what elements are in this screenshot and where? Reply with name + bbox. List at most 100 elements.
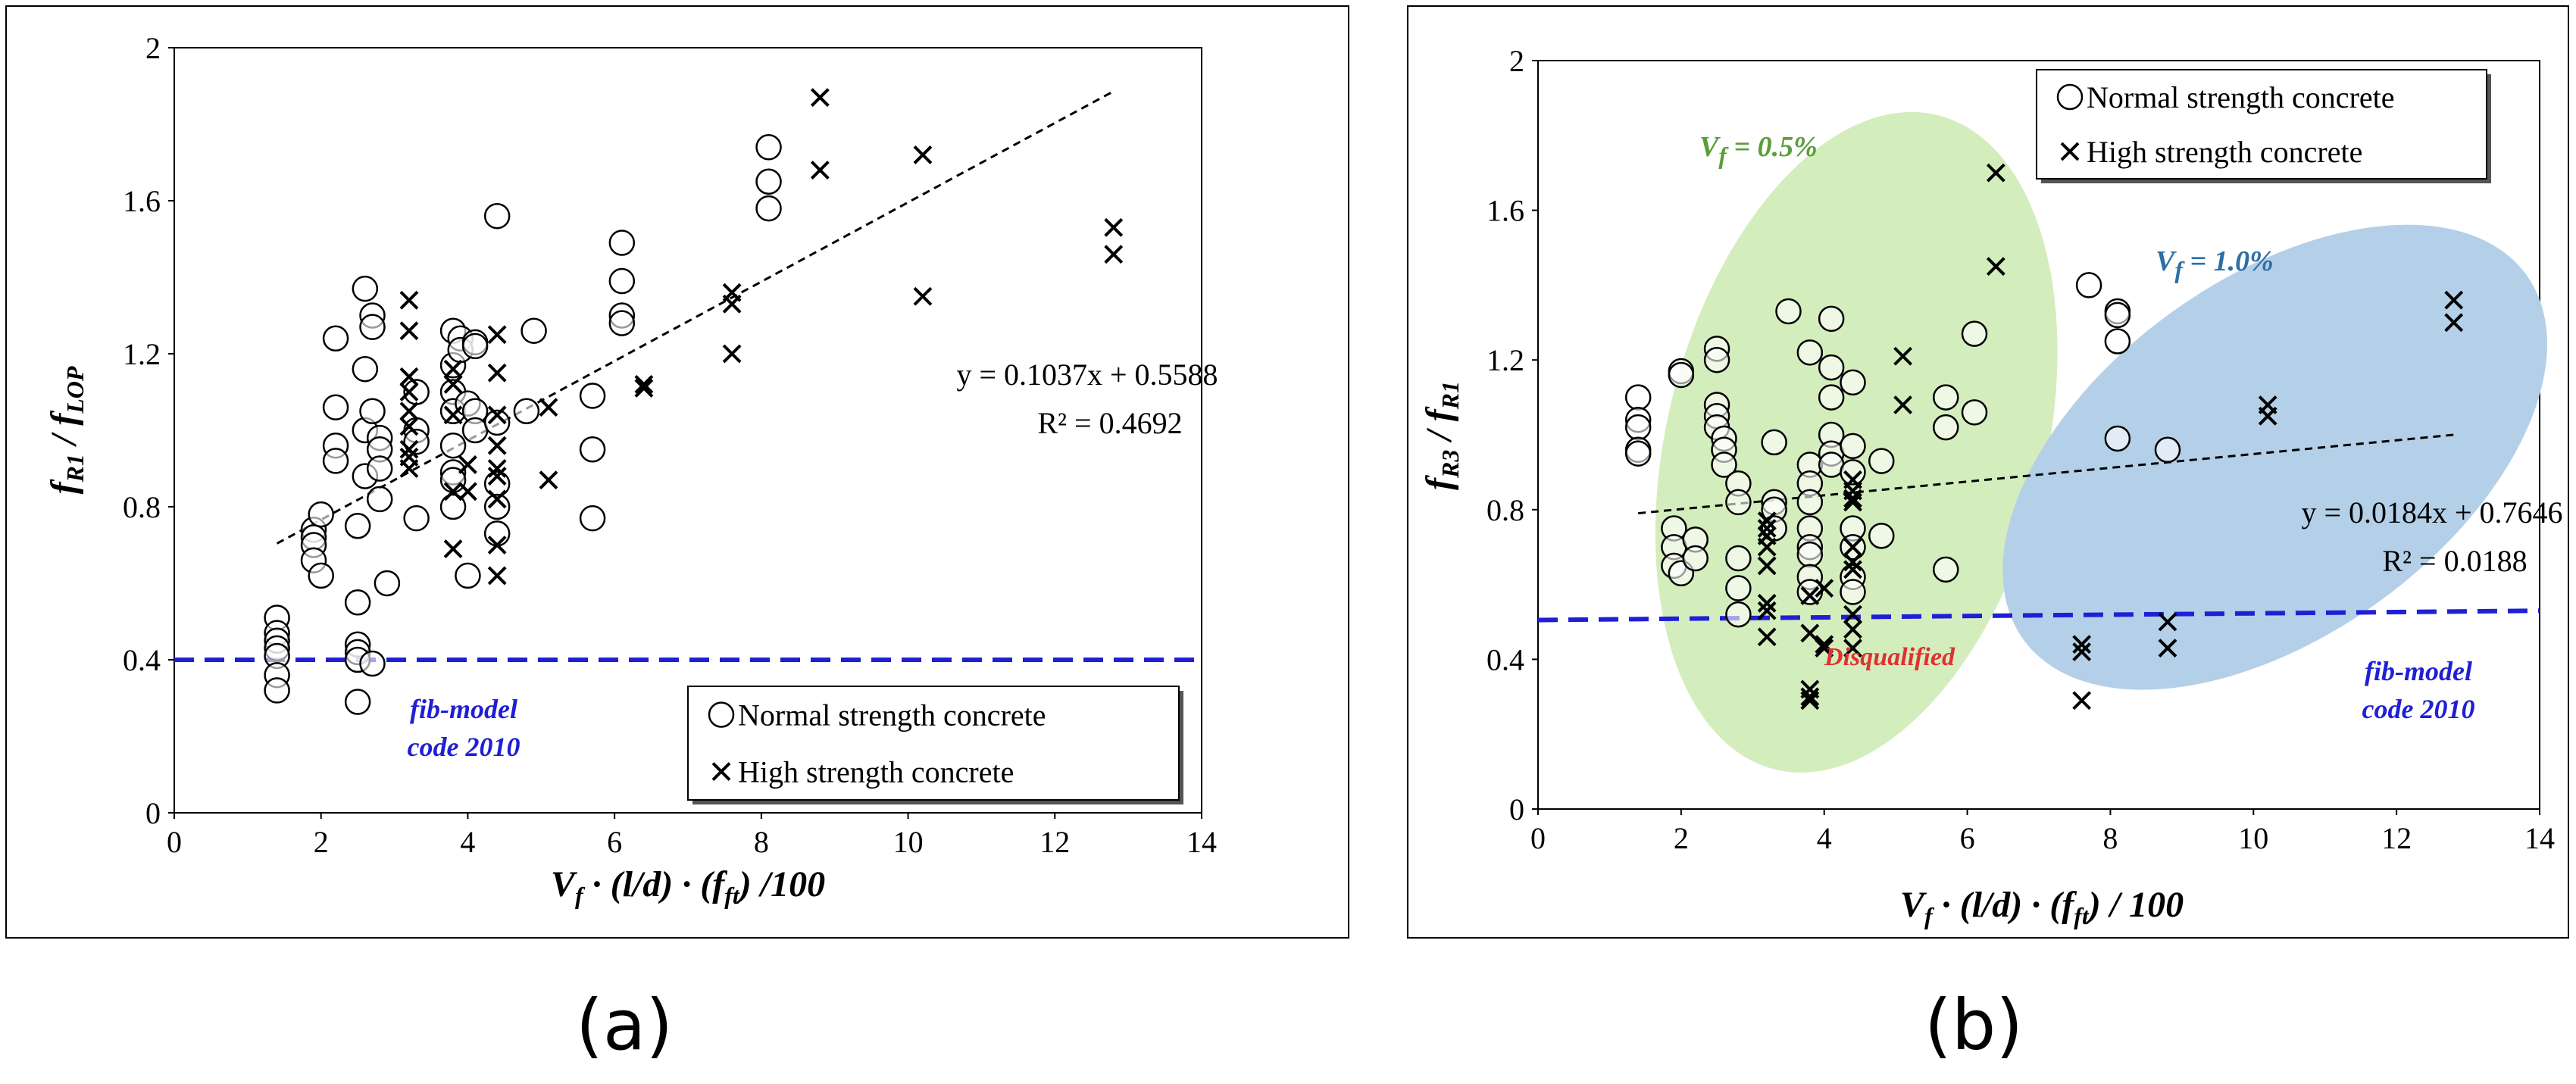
cross-stroke	[458, 482, 477, 501]
normal-strength-point	[1624, 384, 1652, 411]
y-tick-label: 1.2	[1487, 343, 1524, 377]
legend-circle-marker	[708, 701, 735, 728]
cross-stroke	[913, 145, 933, 164]
cross-stroke	[1757, 556, 1777, 576]
high-strength-point	[1843, 552, 1862, 572]
normal-strength-point	[1703, 346, 1730, 373]
normal-strength-point	[755, 134, 782, 161]
normal-strength-point	[344, 689, 371, 715]
annotation-disqualified: Disqualified	[1824, 643, 1955, 671]
normal-strength-point	[579, 383, 606, 409]
high-strength-point	[1893, 346, 1912, 366]
high-strength-point	[539, 470, 558, 490]
high-strength-point	[2072, 691, 2092, 711]
normal-strength-point	[374, 570, 401, 597]
cross-stroke	[1986, 163, 2005, 183]
y-tick-label: 0.4	[1487, 642, 1524, 676]
y-tick-label: 0	[145, 796, 161, 830]
normal-strength-point	[1796, 489, 1824, 516]
high-strength-point	[722, 344, 742, 364]
chart-b-marks: y = 0.0184x + 0.7646 R² = 0.0188 fib-model…	[1537, 69, 2563, 724]
x-tick-label: 4	[1817, 821, 1832, 855]
cross-stroke	[1757, 519, 1777, 538]
high-strength-point	[458, 455, 477, 474]
cross-stroke	[399, 459, 419, 478]
high-strength-point	[539, 398, 558, 417]
normal-strength-point	[1840, 433, 1866, 460]
chart-b-plot-area	[1537, 60, 2540, 810]
legend-entry-high: High strength concrete	[738, 755, 1014, 789]
annotation-vf-1.0: Vf = 1.0%	[2156, 245, 2274, 283]
high-strength-point	[2158, 639, 2177, 658]
cross-stroke	[487, 489, 507, 509]
high-strength-point	[487, 489, 507, 509]
high-strength-point	[1757, 537, 1777, 557]
normal-strength-point	[1932, 384, 1959, 411]
x-tick-label: 10	[893, 825, 924, 859]
high-strength-point	[1843, 560, 1862, 579]
x-tick-label: 12	[2381, 821, 2412, 855]
high-strength-point	[399, 367, 419, 386]
chart-b-axes: 0 2 4 6 8 10 12 14 0 0.4 0.8 1.2 1.6 2 Vf · (l/d) · (f…	[1419, 44, 2555, 929]
normal-strength-point	[359, 314, 386, 340]
normal-strength-point	[439, 432, 467, 459]
panel-a: y = 0.1037x + 0.5588 R² = 0.4692 fib-model…	[5, 5, 1349, 939]
normal-strength-point	[2154, 436, 2181, 464]
cross-stroke	[1757, 601, 1777, 620]
high-strength-point	[443, 359, 463, 379]
cross-stroke	[1843, 604, 1862, 624]
normal-strength-point	[483, 493, 511, 520]
normal-strength-point	[1961, 399, 1988, 426]
legend-entry-normal: Normal strength concrete	[2087, 80, 2395, 114]
high-strength-point	[1986, 257, 2005, 276]
normal-strength-point	[1932, 414, 1959, 441]
normal-strength-point	[403, 505, 430, 532]
cross-stroke	[443, 539, 463, 558]
high-strength-point	[399, 459, 419, 478]
y-tick-label: 1.2	[123, 337, 161, 371]
cross-stroke	[1843, 552, 1862, 572]
high-strength-point	[2444, 290, 2464, 310]
cross-stroke	[487, 325, 507, 345]
normal-strength-point	[1725, 489, 1752, 516]
cross-stroke	[399, 321, 419, 341]
y-tick-label: 2	[1509, 44, 1524, 78]
chart-a-axes: 0 2 4 6 8 10 12 14 0 0.4 0.8 1.2 1.6 2 Vf · (l/d) · (f…	[44, 31, 1217, 909]
cross-stroke	[487, 363, 507, 383]
high-strength-point	[487, 536, 507, 554]
legend-box	[687, 686, 1180, 801]
cross-stroke	[1800, 623, 1820, 643]
high-strength-point	[1800, 586, 1820, 605]
cross-stroke	[487, 536, 507, 554]
high-strength-point	[1843, 604, 1862, 624]
cross-stroke	[1815, 635, 1834, 654]
high-strength-point	[1843, 620, 1862, 639]
reference-line-label: fib-model	[410, 694, 517, 724]
high-strength-point	[1893, 395, 1912, 414]
cross-stroke	[1843, 620, 1862, 639]
y-tick-label: 0.8	[123, 490, 161, 524]
x-tick-label: 8	[754, 825, 769, 859]
normal-strength-point	[1818, 354, 1845, 381]
x-tick-label: 12	[1039, 825, 1070, 859]
cross-stroke	[1757, 537, 1777, 557]
normal-strength-point	[344, 589, 371, 616]
cross-stroke	[1800, 691, 1820, 711]
normal-strength-point	[352, 275, 379, 302]
y-tick-label: 2	[145, 31, 161, 65]
x-tick-label: 6	[1960, 821, 1975, 855]
cross-stroke	[2444, 290, 2464, 310]
legend-cross-marker	[711, 762, 731, 781]
normal-strength-point	[1796, 339, 1824, 366]
cross-stroke	[913, 286, 933, 306]
normal-strength-point	[359, 650, 386, 677]
high-strength-point	[1800, 691, 1820, 711]
high-strength-point	[2258, 406, 2277, 426]
cross-stroke	[634, 374, 654, 394]
normal-strength-point	[1624, 414, 1652, 441]
annotation-vf-0.5: Vf = 0.5%	[1699, 131, 1818, 169]
legend-entry-high: High strength concrete	[2087, 135, 2362, 169]
x-tick-label: 2	[1674, 821, 1689, 855]
normal-strength-point	[608, 310, 636, 336]
